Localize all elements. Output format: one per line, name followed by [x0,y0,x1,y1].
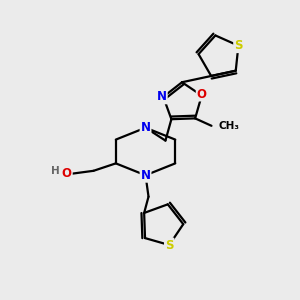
Text: O: O [197,88,207,100]
Text: S: S [234,39,243,52]
Text: H: H [50,166,59,176]
Text: O: O [62,167,72,180]
Text: N: N [140,169,151,182]
Text: N: N [157,90,167,104]
Text: N: N [140,121,151,134]
Text: CH₃: CH₃ [218,121,239,131]
Text: S: S [165,238,173,251]
